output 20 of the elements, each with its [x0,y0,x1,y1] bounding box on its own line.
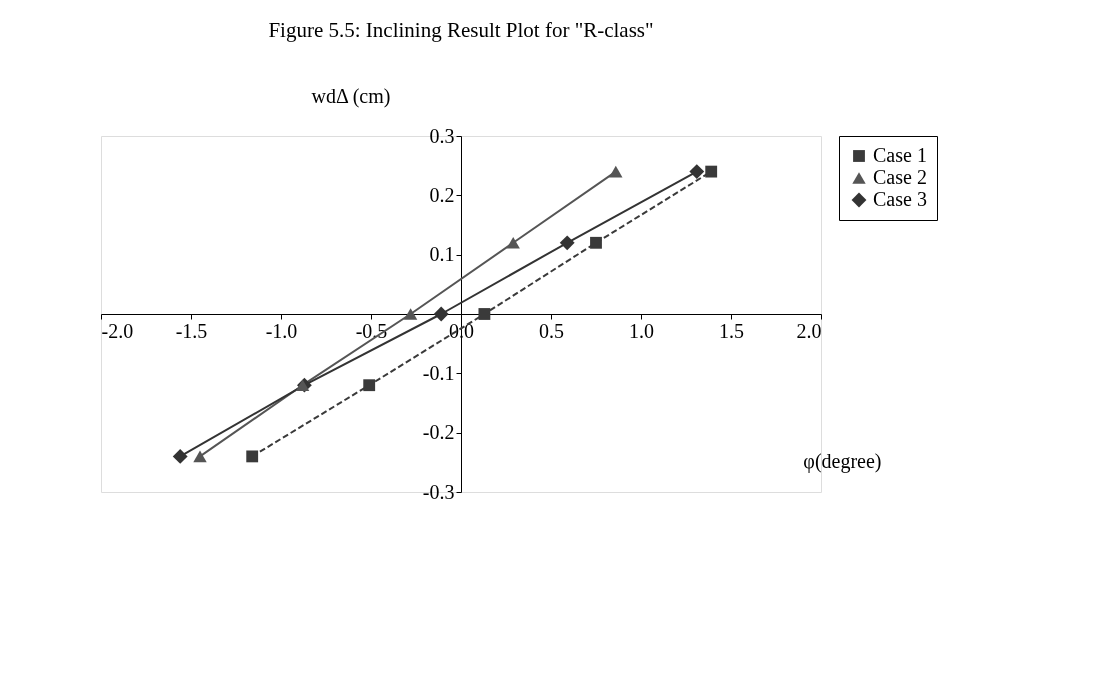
y-axis-title: wdΔ (cm) [311,84,391,108]
x-tick-label: -0.5 [355,319,388,342]
x-tick-label: 1.5 [719,319,744,342]
legend-label: Case 1 [873,144,927,166]
x-tick-label: -1.0 [265,319,298,342]
chart-title: Figure 5.5: Inclining Result Plot for "R-class" [268,18,654,42]
legend-label: Case 2 [873,166,927,188]
x-axis-title: φ(degree) [803,449,882,473]
x-tick-label: -1.5 [175,319,208,342]
y-tick-label: -0.1 [422,361,455,384]
x-tick-label: -2.0 [101,319,134,342]
y-tick-label: 0.1 [429,243,455,266]
y-tick-label: 0.3 [429,124,455,147]
y-tick-label: -0.2 [422,421,455,444]
y-tick-label: -0.3 [422,480,455,503]
y-tick-label: 0.2 [429,183,455,206]
legend-label: Case 3 [873,188,927,210]
x-tick-label: 1.0 [629,319,654,342]
x-tick-label: 0.5 [539,319,564,342]
x-tick-label: 2.0 [796,319,822,342]
